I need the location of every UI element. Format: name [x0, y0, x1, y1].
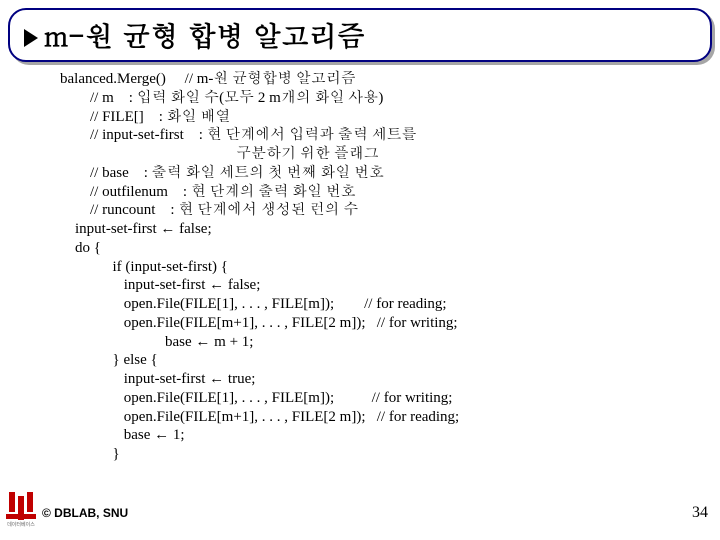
- triangle-icon: [24, 29, 38, 47]
- code-line: open.File(FILE[1], . . . , FILE[m]); // …: [60, 389, 700, 408]
- code-line: 구분하기 위한 플래그: [60, 145, 700, 164]
- code-line: input-set-first ← false;: [60, 220, 700, 239]
- code-line: // m : 입력 화일 수(모두 2 m개의 화일 사용): [60, 89, 700, 108]
- algorithm-content: balanced.Merge() // m-원 균형합병 알고리즘 // m :…: [60, 70, 700, 464]
- page-title: m-원 균형 합병 알고리즘: [44, 14, 365, 54]
- code-line: base ← 1;: [60, 426, 700, 445]
- code-line: }: [60, 445, 700, 464]
- code-line: // FILE[] : 화일 배열: [60, 108, 700, 127]
- page-number: 34: [692, 504, 708, 522]
- copyright-text: © DBLAB, SNU: [42, 506, 128, 520]
- code-line: open.File(FILE[m+1], . . . , FILE[2 m]);…: [60, 314, 700, 333]
- code-line: open.File(FILE[1], . . . , FILE[m]); // …: [60, 295, 700, 314]
- code-line: // runcount : 현 단계에서 생성된 런의 수: [60, 201, 700, 220]
- code-line: base ← m + 1;: [60, 333, 700, 352]
- title-box: m-원 균형 합병 알고리즘: [8, 8, 712, 62]
- code-line: } else {: [60, 351, 700, 370]
- code-line: // outfilenum : 현 단계의 출력 화일 번호: [60, 183, 700, 202]
- code-line: open.File(FILE[m+1], . . . , FILE[2 m]);…: [60, 408, 700, 427]
- code-line: // base : 출력 화일 세트의 첫 번째 화일 번호: [60, 164, 700, 183]
- code-line: if (input-set-first) {: [60, 258, 700, 277]
- code-line: input-set-first ← false;: [60, 276, 700, 295]
- code-line: balanced.Merge() // m-원 균형합병 알고리즘: [60, 70, 700, 89]
- code-line: input-set-first ← true;: [60, 370, 700, 389]
- logo-icon: 데이터베이스: [6, 492, 36, 528]
- code-line: do {: [60, 239, 700, 258]
- footer: 데이터베이스 © DBLAB, SNU 34: [0, 496, 720, 532]
- code-line: // input-set-first : 현 단계에서 입력과 출력 세트를: [60, 126, 700, 145]
